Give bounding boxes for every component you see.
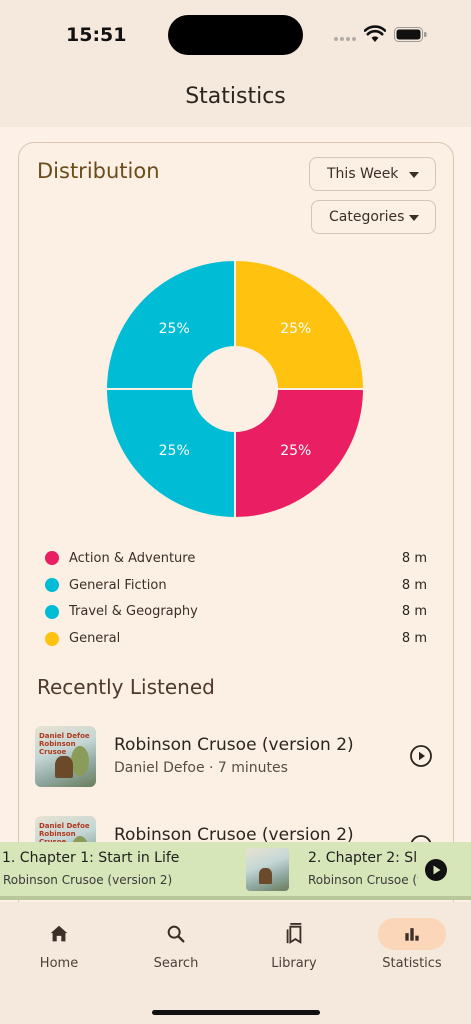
wifi-icon — [364, 25, 386, 42]
donut-segment — [105, 259, 236, 390]
page-title: Statistics — [185, 84, 286, 109]
legend-label: Action & Adventure — [69, 550, 196, 566]
period-dropdown[interactable]: This Week — [309, 157, 436, 191]
legend-value: 8 m — [401, 550, 427, 566]
cellular-signal-icon — [334, 37, 356, 41]
chart-legend: Action & Adventure 8 m General Fiction 8… — [45, 545, 427, 652]
statistics-card: Distribution This Week Categories 25% 25%… — [18, 142, 454, 922]
legend-item: General Fiction 8 m — [45, 572, 427, 599]
app-header: Statistics — [0, 70, 471, 127]
book-title: Robinson Crusoe (version 2) — [114, 735, 354, 755]
bar-chart-icon — [405, 928, 419, 941]
status-bar: 15:51 — [0, 0, 471, 70]
book-title: Robinson Crusoe (version 2) — [114, 825, 354, 845]
donut-segment-label: 25% — [159, 321, 190, 337]
nav-label: Home — [39, 956, 79, 971]
home-indicator — [152, 1010, 320, 1015]
current-book-title: Robinson Crusoe (version 2) — [3, 873, 173, 887]
play-circle-icon[interactable] — [409, 744, 433, 768]
legend-item: Travel & Geography 8 m — [45, 599, 427, 626]
book-cover: Daniel Defoe Robinson Crusoe — [35, 726, 96, 787]
legend-label: General — [69, 631, 121, 647]
dynamic-island — [168, 15, 303, 55]
legend-item: General 8 m — [45, 625, 427, 652]
battery-icon — [394, 27, 427, 42]
recent-book-item[interactable]: Daniel Defoe Robinson Crusoe Robinson Cr… — [35, 726, 439, 788]
legend-color-dot — [45, 631, 59, 646]
recently-listened-title: Recently Listened — [37, 675, 215, 699]
nav-item-search[interactable]: Search — [136, 918, 216, 971]
current-chapter-title: 1. Chapter 1: Start in Life — [2, 850, 180, 866]
caret-down-icon — [409, 215, 419, 221]
play-icon[interactable] — [424, 858, 448, 882]
nav-item-library[interactable]: Library — [254, 918, 334, 971]
nav-label: Library — [271, 956, 317, 971]
legend-label: General Fiction — [69, 577, 167, 593]
nav-item-home[interactable]: Home — [19, 918, 99, 971]
legend-value: 8 m — [401, 631, 427, 647]
legend-color-dot — [45, 551, 59, 566]
donut-segment-label: 25% — [280, 321, 311, 337]
home-icon — [50, 925, 68, 942]
mini-player-cover — [246, 848, 289, 891]
nav-label: Statistics — [382, 956, 442, 971]
next-chapter-title: 2. Chapter 2: Slavery and Escape — [308, 850, 418, 866]
distribution-donut-chart: 25% 25% 25% 25% — [105, 259, 365, 519]
next-book-title: Robinson Crusoe (version 2) — [308, 873, 418, 887]
status-time: 15:51 — [66, 24, 127, 46]
period-dropdown-value: This Week — [327, 166, 399, 182]
book-subtitle: Daniel Defoe · 7 minutes — [114, 760, 288, 776]
group-by-dropdown[interactable]: Categories — [311, 200, 436, 234]
mini-player[interactable]: 1. Chapter 1: Start in Life Robinson Cru… — [0, 842, 471, 900]
legend-color-dot — [45, 604, 59, 619]
group-by-dropdown-value: Categories — [329, 209, 405, 225]
distribution-title: Distribution — [37, 159, 160, 183]
donut-segment — [234, 388, 365, 519]
donut-segment — [234, 259, 365, 390]
library-icon — [286, 923, 302, 944]
nav-label: Search — [153, 956, 199, 971]
legend-label: Travel & Geography — [69, 604, 198, 620]
donut-segment-label: 25% — [159, 443, 190, 459]
legend-value: 8 m — [401, 577, 427, 593]
search-icon — [167, 925, 185, 943]
bottom-navigation: Home Search Library Statis — [0, 902, 471, 1024]
legend-item: Action & Adventure 8 m — [45, 545, 427, 572]
nav-item-statistics[interactable]: Statistics — [372, 918, 452, 971]
donut-segment-label: 25% — [280, 443, 311, 459]
legend-value: 8 m — [401, 604, 427, 620]
legend-color-dot — [45, 578, 59, 593]
cover-title-text: Daniel Defoe Robinson Crusoe — [39, 732, 90, 756]
donut-segment — [105, 388, 236, 519]
caret-down-icon — [409, 172, 419, 178]
